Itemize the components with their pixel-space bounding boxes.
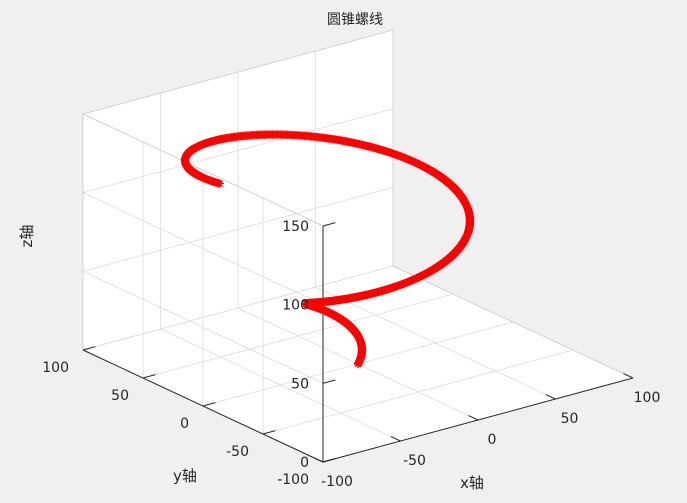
z-tick-mark [322,458,336,463]
y-tick-label: -100 [277,472,309,488]
y-tick-label: 50 [111,388,129,404]
x-tick-mark [468,415,479,421]
z-tick-mark [322,379,336,384]
x-tick-mark [313,457,324,463]
x-tick-label: -100 [321,474,353,490]
z-tick-mark [322,222,336,227]
tick-marks [82,222,634,463]
x-tick-mark [390,436,401,442]
box-edge [82,113,324,227]
grid-line [82,186,394,272]
y-tick-label: 100 [42,360,69,376]
x-tick-label: 50 [561,411,579,427]
grid-line [82,108,394,194]
z-tick-label: 100 [282,298,309,314]
box-edge [82,29,394,115]
grid-line [82,270,324,384]
z-tick-label: 50 [291,376,309,392]
y-axis-label: y轴 [173,467,197,485]
tick-labels: -100 -50 0 50 100 -100 -50 0 50 100 0 50 100 150 [42,219,660,490]
grid-line [262,349,574,435]
spiral-series [180,130,475,369]
z-tick-label: 0 [300,455,309,471]
x-tick-label: 0 [488,432,497,448]
z-axis-label: z轴 [18,225,36,248]
x-tick-label: -50 [403,453,426,469]
grid-line [82,192,324,306]
grid-line [142,293,454,379]
grid-line [82,265,394,351]
x-tick-label: 100 [634,390,661,406]
spiral-markers [180,130,475,369]
y-tick-mark [262,430,276,435]
y-tick-mark [82,346,96,351]
y-tick-mark [202,402,216,407]
chart-title: 圆锥螺线 [327,12,383,28]
y-tick-mark [142,374,156,379]
y-tick-label: 0 [180,416,189,432]
x-axis-label: x轴 [460,474,484,492]
x-tick-mark [623,373,634,379]
box-edge [392,265,634,379]
y-tick-label: -50 [226,444,249,460]
x-tick-mark [545,394,556,400]
z-tick-label: 150 [282,219,309,235]
